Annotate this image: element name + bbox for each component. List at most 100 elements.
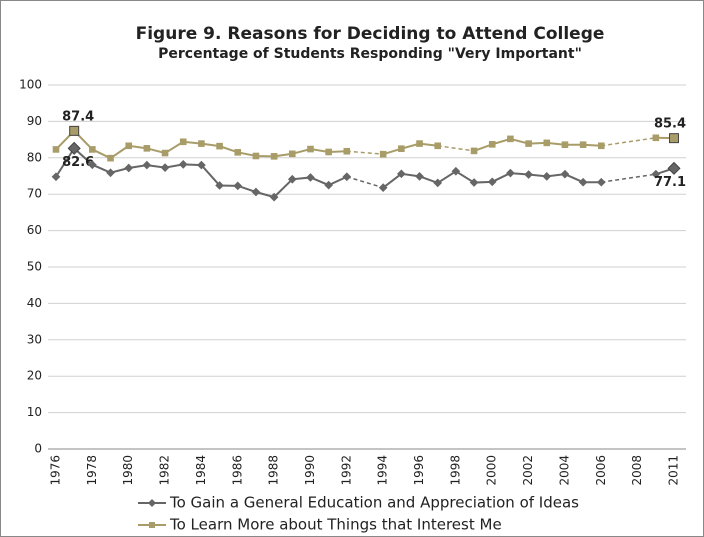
point	[216, 142, 223, 150]
point	[379, 150, 387, 158]
point	[234, 149, 242, 156]
data-label: 77.1	[654, 175, 686, 190]
gap-connector	[601, 173, 656, 183]
point	[142, 160, 152, 170]
point	[343, 147, 351, 155]
y-tick-label: 80	[27, 150, 42, 164]
y-tick-label: 90	[27, 114, 42, 128]
legend-marker	[149, 522, 155, 528]
data-label: 85.4	[654, 117, 686, 132]
point	[179, 138, 187, 146]
point	[324, 180, 333, 190]
point	[270, 153, 278, 160]
x-tick-label: 1990	[303, 455, 317, 486]
point	[578, 177, 588, 187]
point	[161, 149, 169, 157]
point	[652, 134, 660, 142]
point	[488, 141, 496, 148]
point	[287, 174, 297, 184]
point	[543, 139, 551, 147]
chart-title: Figure 9. Reasons for Deciding to Attend…	[136, 24, 605, 44]
x-tick-label: 1976	[49, 455, 63, 486]
x-tick-label: 2000	[485, 455, 499, 486]
data-label: 87.4	[62, 109, 94, 124]
x-tick-label: 2011	[667, 455, 681, 486]
point	[506, 168, 515, 178]
point	[124, 163, 134, 173]
point	[560, 169, 570, 179]
gap-connector	[346, 150, 384, 155]
point	[525, 140, 532, 147]
y-tick-label: 60	[27, 223, 42, 237]
point	[669, 133, 679, 144]
point	[160, 163, 170, 172]
point	[667, 161, 681, 175]
point	[469, 178, 479, 187]
x-tick-label: 2006	[594, 455, 608, 486]
gap-connector	[437, 145, 475, 152]
chart-subtitle: Percentage of Students Responding "Very …	[158, 46, 582, 62]
x-tick-label: 1992	[339, 455, 353, 486]
x-tick-label: 1996	[412, 455, 426, 486]
point	[88, 160, 97, 170]
point	[51, 172, 61, 182]
gap-connector	[601, 137, 656, 147]
gap-connector	[346, 176, 384, 189]
x-tick-label: 1982	[158, 455, 172, 486]
point	[198, 140, 205, 147]
point	[378, 183, 388, 192]
point	[415, 172, 424, 181]
data-label: 82.6	[62, 155, 94, 170]
point	[233, 181, 243, 191]
point	[197, 160, 206, 170]
x-tick-label: 1986	[230, 455, 244, 486]
y-tick-label: 0	[34, 442, 42, 456]
legend-label: To Learn More about Things that Interest…	[169, 516, 502, 534]
x-tick-label: 1980	[121, 455, 135, 486]
point	[542, 172, 552, 181]
point	[561, 141, 569, 148]
point	[398, 145, 405, 152]
point	[416, 140, 423, 147]
y-tick-label: 10	[27, 405, 42, 419]
y-tick-label: 30	[27, 332, 42, 346]
legend-marker	[148, 499, 156, 507]
point	[69, 125, 80, 136]
point	[67, 141, 81, 155]
point	[252, 152, 260, 160]
x-tick-label: 2002	[521, 455, 535, 486]
point	[106, 168, 115, 178]
point	[251, 187, 261, 197]
point	[524, 170, 533, 179]
x-tick-label: 1984	[194, 455, 208, 486]
point	[651, 169, 661, 179]
x-tick-label: 1998	[448, 455, 462, 486]
x-tick-label: 1988	[267, 455, 281, 486]
point	[342, 172, 352, 182]
point	[143, 145, 151, 152]
point	[178, 160, 188, 169]
x-tick-label: 1978	[85, 455, 99, 486]
point	[579, 141, 587, 148]
point	[52, 146, 60, 153]
x-tick-label: 2004	[557, 455, 571, 486]
point	[451, 166, 461, 176]
point	[215, 181, 224, 190]
point	[125, 142, 133, 150]
point	[325, 148, 332, 156]
point	[507, 135, 514, 143]
point	[470, 147, 478, 155]
point	[269, 192, 279, 202]
y-tick-label: 20	[27, 369, 42, 383]
y-tick-label: 40	[27, 296, 42, 310]
point	[487, 177, 497, 187]
y-tick-label: 70	[27, 187, 42, 201]
point	[107, 154, 114, 162]
x-tick-label: 1994	[376, 455, 390, 486]
point	[433, 178, 443, 188]
point	[397, 169, 406, 179]
point	[597, 142, 605, 150]
